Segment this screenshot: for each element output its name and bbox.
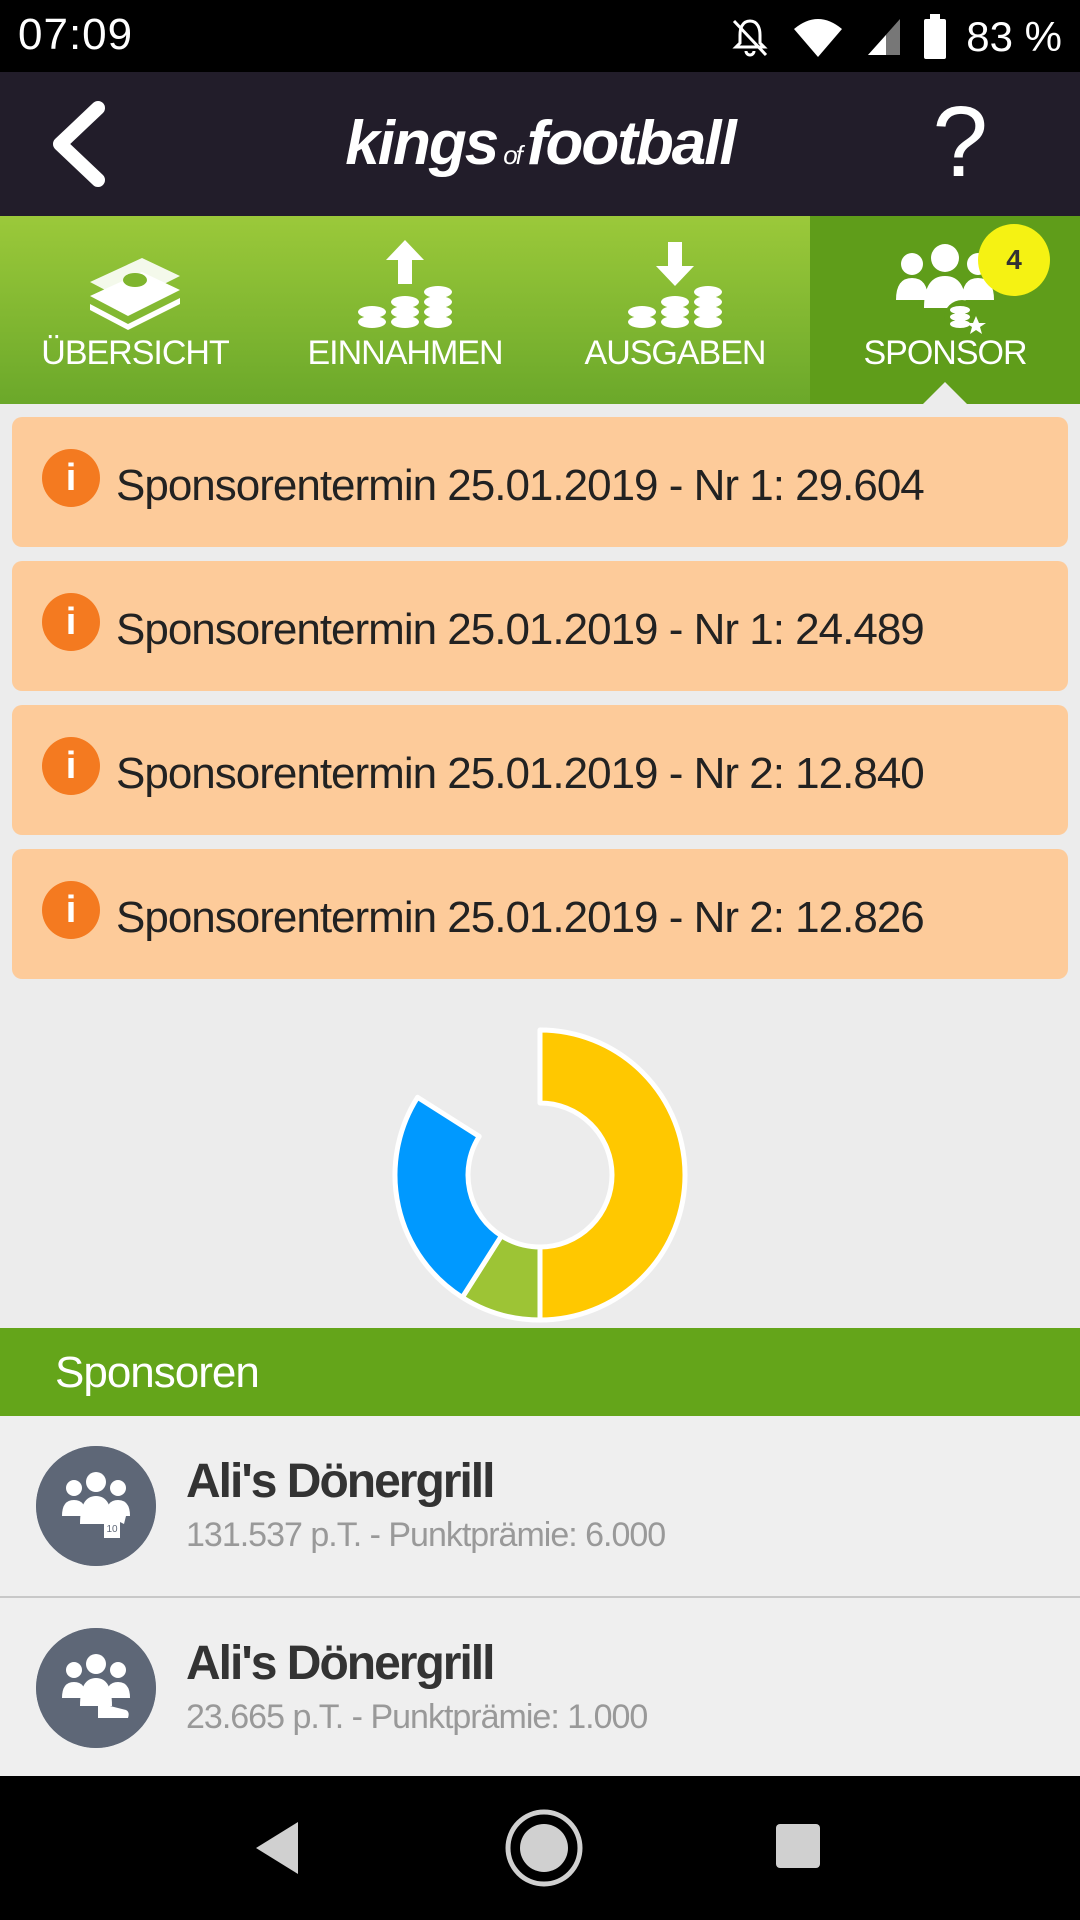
help-button[interactable]: ? xyxy=(932,86,988,198)
back-arrow-icon[interactable] xyxy=(38,96,134,192)
notification-badge: 4 xyxy=(978,224,1050,296)
info-icon: i xyxy=(42,881,100,939)
sponsor-detail: 23.665 p.T. - Punktprämie: 1.000 xyxy=(186,1698,648,1736)
app-logo: kings offootball xyxy=(345,109,736,178)
sponsor-detail: 131.537 p.T. - Punktprämie: 6.000 xyxy=(186,1516,666,1554)
tab-label: ÜBERSICHT xyxy=(41,334,229,372)
battery-icon xyxy=(924,14,947,59)
nav-recents-icon[interactable] xyxy=(774,1822,822,1870)
tab-expenses[interactable]: AUSGABEN xyxy=(540,216,810,404)
sponsor-name: Ali's Dönergrill xyxy=(186,1637,495,1690)
tab-income[interactable]: EINNAHMEN xyxy=(270,216,540,404)
group-jersey-icon: 10 xyxy=(36,1446,156,1566)
tab-label: AUSGABEN xyxy=(584,334,767,372)
active-tab-indicator xyxy=(923,382,967,404)
nav-back-icon[interactable] xyxy=(250,1818,306,1878)
tab-sponsor[interactable]: SPONSOR 4 xyxy=(810,216,1080,404)
group-shoe-icon xyxy=(36,1628,156,1748)
status-bar: 07:09 83 % xyxy=(0,0,1080,72)
notifications-off-icon xyxy=(732,19,768,57)
notice-item[interactable]: i Sponsorentermin 25.01.2019 - Nr 1: 24.… xyxy=(12,561,1068,691)
tab-label: SPONSOR xyxy=(863,334,1027,372)
info-icon: i xyxy=(42,593,100,651)
battery-percentage: 83 % xyxy=(966,13,1062,60)
sponsor-list-item[interactable]: 10 Ali's Dönergrill 131.537 p.T. - Punkt… xyxy=(0,1416,1080,1596)
info-icon: i xyxy=(42,449,100,507)
tab-bar: ÜBERSICHT EINNAHMEN AUSGABEN xyxy=(0,216,1080,404)
section-title: Sponsoren xyxy=(55,1348,260,1397)
system-nav-bar xyxy=(0,1776,1080,1920)
tab-overview[interactable]: ÜBERSICHT xyxy=(0,216,270,404)
donut-segment-2 xyxy=(392,1094,504,1300)
sponsor-name: Ali's Dönergrill xyxy=(186,1455,495,1508)
cell-signal-icon xyxy=(868,19,901,55)
notice-text: Sponsorentermin 25.01.2019 - Nr 1: 29.60… xyxy=(116,461,925,510)
notice-item[interactable]: i Sponsorentermin 25.01.2019 - Nr 2: 12.… xyxy=(12,849,1068,979)
notice-text: Sponsorentermin 25.01.2019 - Nr 2: 12.82… xyxy=(116,893,925,942)
wifi-icon xyxy=(794,19,843,57)
notice-text: Sponsorentermin 25.01.2019 - Nr 1: 24.48… xyxy=(116,605,925,654)
coins-up-icon xyxy=(358,240,452,328)
notice-text: Sponsorentermin 25.01.2019 - Nr 2: 12.84… xyxy=(116,749,925,798)
sponsor-donut-chart xyxy=(392,1027,688,1323)
sponsor-list-item[interactable]: Ali's Dönergrill 23.665 p.T. - Punktpräm… xyxy=(0,1598,1080,1778)
donut-segment-0 xyxy=(537,1027,688,1323)
sponsors-section-header: Sponsoren xyxy=(0,1328,1080,1416)
status-time: 07:09 xyxy=(18,10,134,59)
notice-item[interactable]: i Sponsorentermin 25.01.2019 - Nr 2: 12.… xyxy=(12,705,1068,835)
svg-text:10: 10 xyxy=(106,1524,118,1535)
list-divider xyxy=(0,1596,1080,1598)
notice-item[interactable]: i Sponsorentermin 25.01.2019 - Nr 1: 29.… xyxy=(12,417,1068,547)
coins-down-icon xyxy=(628,242,722,328)
tab-label: EINNAHMEN xyxy=(307,334,503,372)
status-icons: 83 % xyxy=(728,12,1062,62)
info-icon: i xyxy=(42,737,100,795)
money-stack-icon xyxy=(90,258,180,330)
app-bar: kings offootball ? xyxy=(0,72,1080,216)
nav-home-icon[interactable] xyxy=(502,1806,586,1890)
